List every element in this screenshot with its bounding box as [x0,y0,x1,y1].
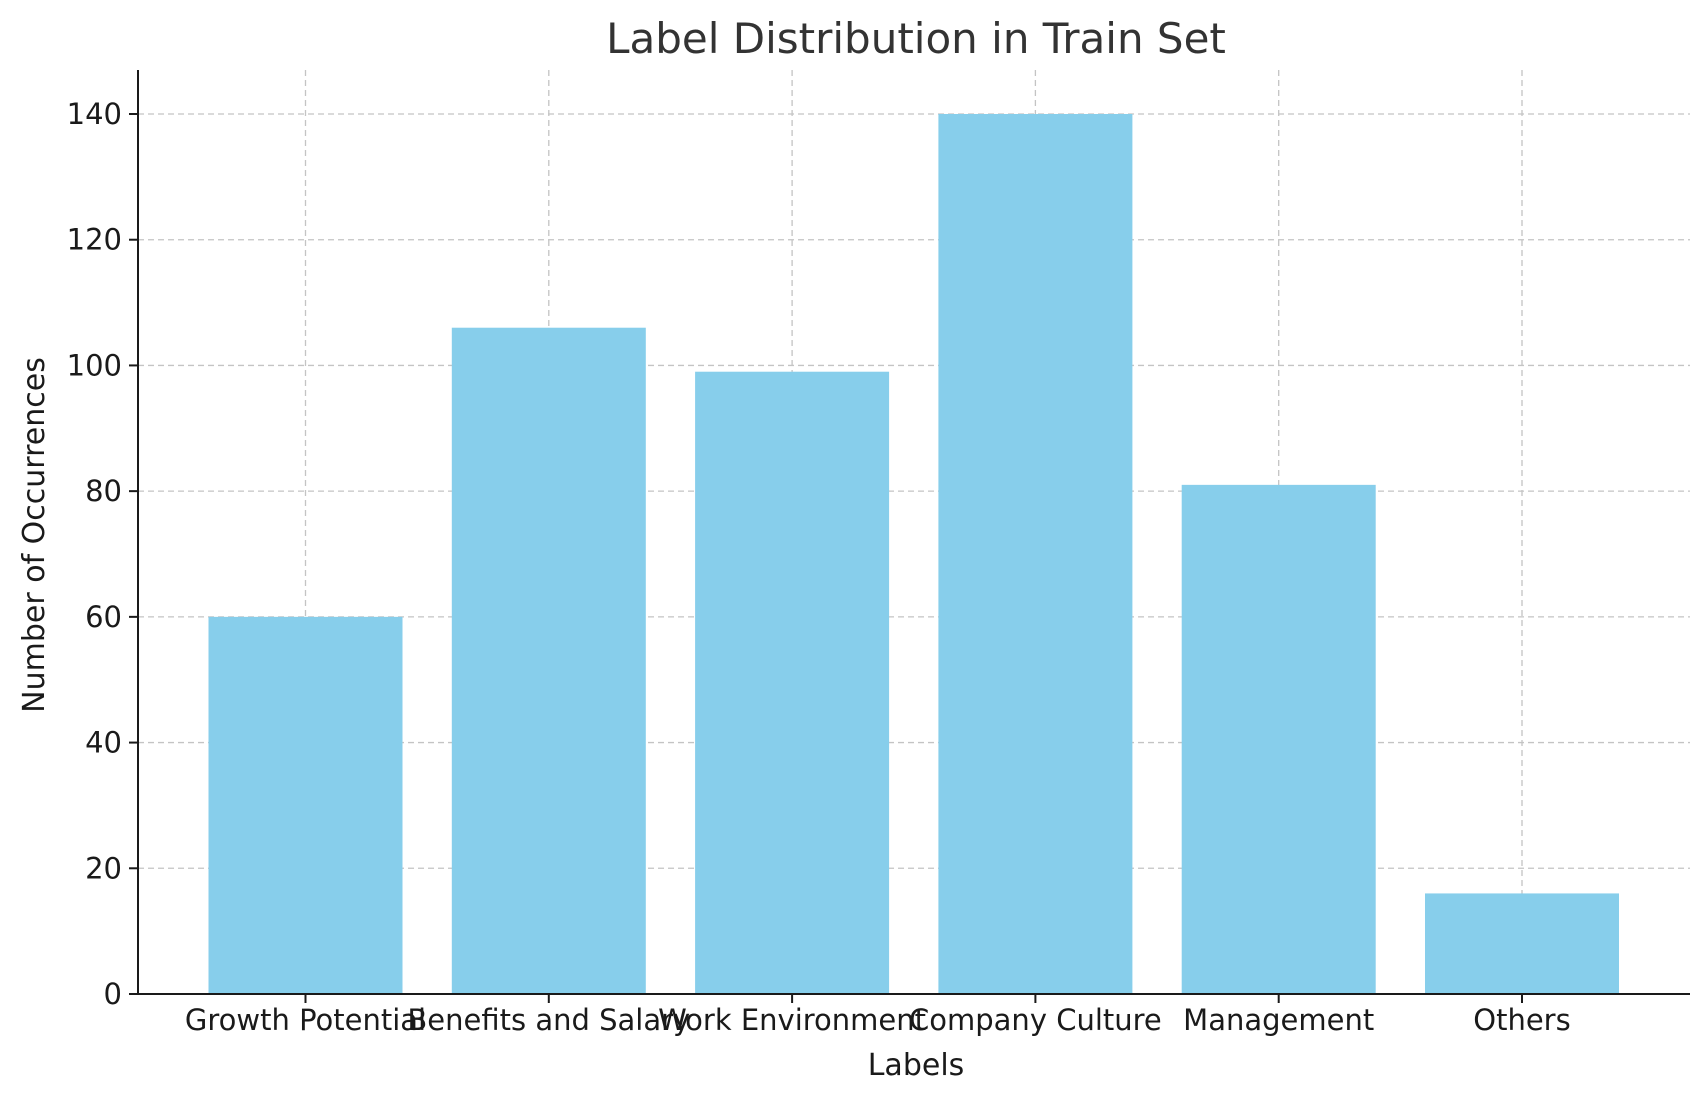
y-tick-label: 40 [85,726,122,760]
x-tick-label: Growth Potential [185,1003,426,1037]
x-tick-label: Management [1183,1003,1374,1037]
y-tick-label: 140 [67,97,122,131]
y-tick-label: 20 [85,851,122,885]
y-tick-label: 80 [85,474,122,508]
y-axis-label: Number of Occurrences [17,357,52,713]
y-tick-label: 0 [104,977,122,1011]
x-axis-label: Labels [868,1048,965,1083]
bar [208,616,403,994]
bars [208,114,1619,994]
axes [137,70,1690,995]
x-tick-label: Benefits and Salary [407,1003,690,1037]
bar [1425,893,1619,994]
bar [938,114,1133,994]
y-tick-label: 100 [67,348,122,382]
y-tick-label: 60 [85,600,122,634]
y-tick-label: 120 [67,223,122,257]
x-tick-label: Company Culture [909,1003,1162,1037]
x-tick-label: Work Environment [658,1003,926,1037]
x-tick-label: Others [1473,1003,1570,1037]
bar [695,371,890,994]
chart-title: Label Distribution in Train Set [606,14,1226,63]
bar [1181,484,1376,994]
y-axis-ticks: 0 20 40 60 80 100 120 140 [67,97,138,1011]
bar [451,327,646,994]
